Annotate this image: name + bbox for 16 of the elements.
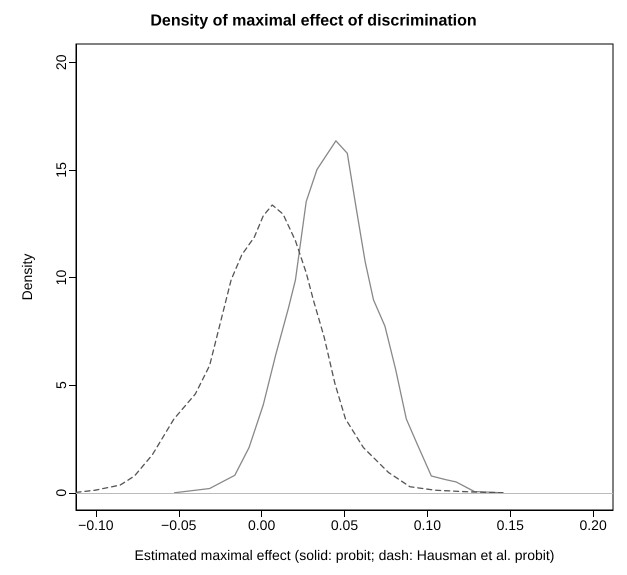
- y-tick-label: 15: [53, 162, 69, 178]
- x-axis-title: Estimated maximal effect (solid: probit; dash: Hausman et al. probit): [134, 547, 554, 563]
- x-tick-label: −0.05: [161, 517, 197, 533]
- x-tick-label: 0.00: [248, 517, 276, 533]
- x-tick-label: 0.20: [579, 517, 607, 533]
- y-tick-label: 5: [53, 381, 69, 390]
- x-tick-label: 0.10: [414, 517, 442, 533]
- x-tick-label: 0.05: [330, 517, 358, 533]
- chart-title: Density of maximal effect of discrimination: [150, 12, 477, 30]
- y-tick-label: 0: [53, 488, 69, 497]
- x-tick-label: −0.10: [78, 517, 114, 533]
- y-tick-label: 20: [53, 54, 69, 70]
- y-tick-label: 10: [53, 270, 69, 286]
- line-series: [75, 204, 504, 494]
- x-tick-label: 0.15: [496, 517, 524, 533]
- y-axis-title: Density: [19, 254, 35, 300]
